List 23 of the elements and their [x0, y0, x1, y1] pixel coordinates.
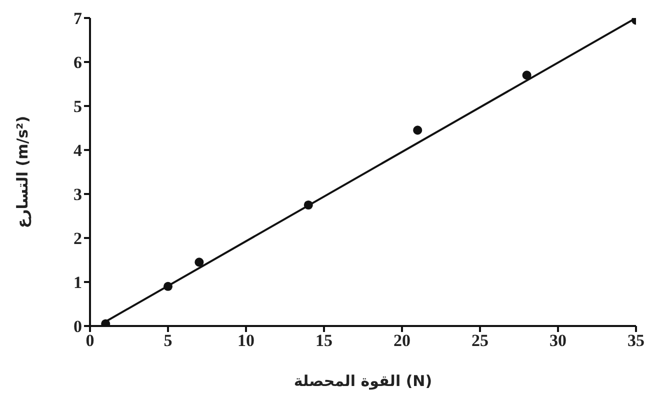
y-tick-label: 2 — [74, 229, 82, 248]
y-tick-label: 3 — [74, 185, 82, 204]
x-tick-label: 30 — [550, 331, 566, 350]
x-tick-label: 25 — [472, 331, 488, 350]
x-axis-title: القوة المحصلة (N) — [294, 372, 432, 390]
x-tick-label: 20 — [394, 331, 410, 350]
y-tick-label: 5 — [74, 97, 82, 116]
y-axis-title: التسارع (m/s²) — [13, 116, 32, 228]
x-tick-label: 15 — [316, 331, 332, 350]
y-tick-label: 6 — [74, 53, 82, 72]
y-tick-label: 0 — [74, 317, 82, 336]
y-tick-label: 4 — [74, 141, 82, 160]
point — [522, 70, 532, 80]
y-tick-label: 1 — [74, 273, 82, 292]
x-tick-label: 35 — [628, 331, 644, 350]
point — [304, 200, 313, 210]
x-tick-label: 0 — [86, 331, 94, 350]
point — [413, 126, 422, 135]
y-tick-label: 7 — [74, 9, 82, 28]
x-tick-label: 10 — [238, 331, 254, 350]
x-tick-label: 5 — [164, 331, 172, 350]
point — [194, 258, 204, 267]
point — [163, 282, 173, 291]
